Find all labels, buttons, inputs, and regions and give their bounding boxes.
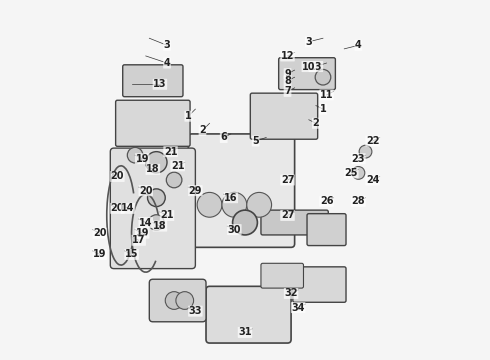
Text: 20: 20 — [139, 186, 152, 195]
Text: 28: 28 — [352, 196, 365, 206]
Circle shape — [148, 215, 164, 230]
Text: 26: 26 — [320, 196, 333, 206]
FancyBboxPatch shape — [110, 148, 196, 269]
Text: 13: 13 — [153, 79, 167, 89]
Text: 9: 9 — [284, 69, 291, 79]
Text: 20: 20 — [111, 171, 124, 181]
FancyBboxPatch shape — [279, 58, 335, 90]
Text: 19: 19 — [135, 154, 149, 164]
Text: 29: 29 — [189, 186, 202, 195]
Circle shape — [315, 69, 331, 85]
Text: 5: 5 — [252, 136, 259, 146]
Ellipse shape — [233, 210, 257, 235]
FancyBboxPatch shape — [250, 93, 318, 139]
Text: 4: 4 — [164, 58, 171, 68]
Text: 16: 16 — [224, 193, 238, 203]
Text: 27: 27 — [281, 175, 294, 185]
Text: 1: 1 — [319, 104, 326, 114]
FancyBboxPatch shape — [116, 100, 190, 146]
Circle shape — [247, 192, 271, 217]
Text: 3: 3 — [164, 40, 171, 50]
Text: 8: 8 — [284, 76, 291, 86]
Text: 6: 6 — [220, 132, 227, 143]
FancyBboxPatch shape — [261, 263, 303, 288]
Text: 10: 10 — [302, 62, 316, 72]
Circle shape — [222, 192, 247, 217]
Text: 1: 1 — [185, 111, 192, 121]
Text: 33: 33 — [189, 306, 202, 316]
Text: 31: 31 — [238, 327, 252, 337]
Text: 27: 27 — [281, 211, 294, 220]
Circle shape — [197, 192, 222, 217]
FancyBboxPatch shape — [188, 134, 294, 247]
Text: 30: 30 — [228, 225, 241, 235]
Text: 14: 14 — [139, 217, 152, 228]
FancyBboxPatch shape — [261, 210, 328, 235]
Text: 18: 18 — [153, 221, 167, 231]
Text: 21: 21 — [171, 161, 184, 171]
FancyBboxPatch shape — [206, 286, 291, 343]
Text: 11: 11 — [320, 90, 333, 100]
Text: 17: 17 — [132, 235, 146, 245]
Text: 3: 3 — [305, 37, 312, 47]
Text: 19: 19 — [93, 249, 106, 260]
Text: 2: 2 — [313, 118, 319, 128]
FancyBboxPatch shape — [307, 214, 346, 246]
Text: 4: 4 — [355, 40, 362, 50]
Text: 20: 20 — [93, 228, 106, 238]
Ellipse shape — [147, 189, 165, 207]
Circle shape — [165, 292, 183, 309]
Circle shape — [166, 172, 182, 188]
Text: 7: 7 — [284, 86, 291, 96]
Text: 19: 19 — [135, 228, 149, 238]
Text: 20: 20 — [111, 203, 124, 213]
FancyBboxPatch shape — [293, 267, 346, 302]
Text: 18: 18 — [146, 165, 160, 174]
Circle shape — [127, 147, 143, 163]
Text: 32: 32 — [284, 288, 298, 298]
Text: 25: 25 — [344, 168, 358, 178]
FancyBboxPatch shape — [122, 65, 183, 97]
Text: 24: 24 — [366, 175, 379, 185]
Text: 15: 15 — [125, 249, 138, 260]
Text: 2: 2 — [199, 125, 206, 135]
Text: 12: 12 — [281, 51, 294, 61]
Text: 13: 13 — [309, 62, 322, 72]
Text: 34: 34 — [292, 303, 305, 312]
Text: 21: 21 — [164, 147, 177, 157]
Circle shape — [352, 167, 365, 179]
Text: 23: 23 — [352, 154, 365, 164]
Text: 21: 21 — [160, 211, 174, 220]
FancyBboxPatch shape — [149, 279, 206, 322]
Circle shape — [359, 145, 372, 158]
Ellipse shape — [146, 152, 167, 173]
Circle shape — [176, 292, 194, 309]
Text: 22: 22 — [366, 136, 379, 146]
Text: 14: 14 — [122, 203, 135, 213]
